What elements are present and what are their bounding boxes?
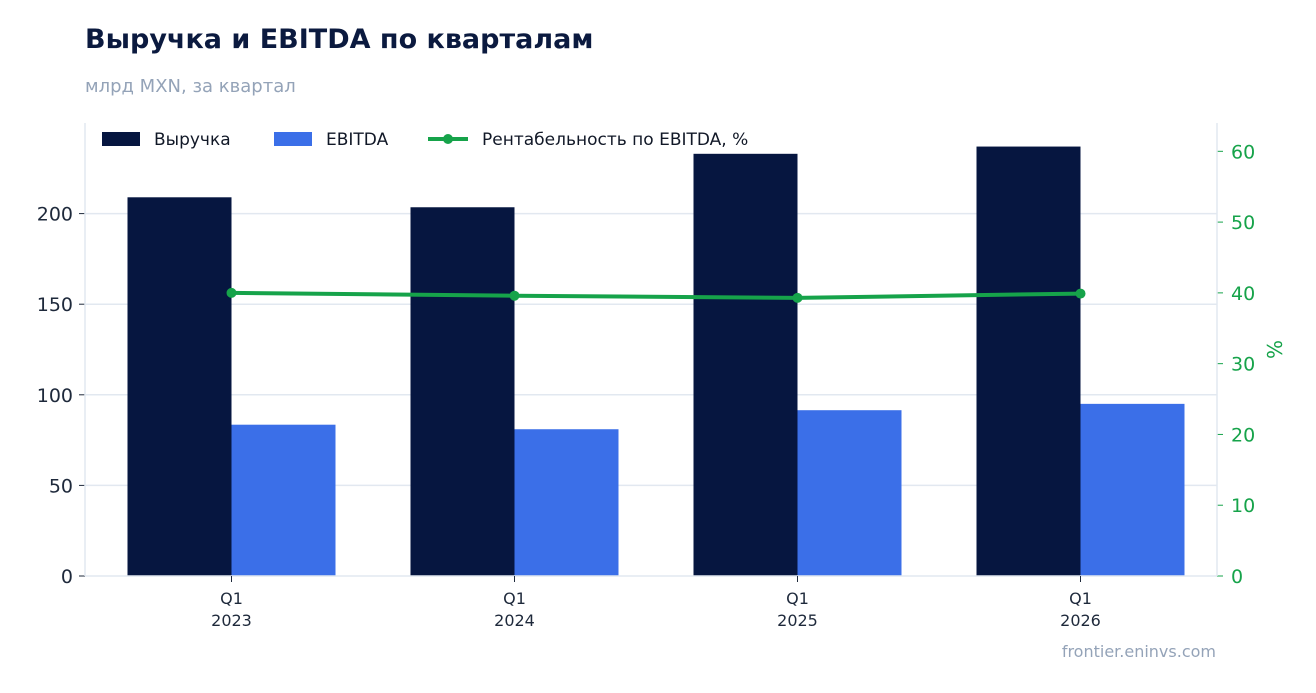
x-tick-label-year: 2024 <box>494 611 535 630</box>
left-tick-label: 0 <box>61 566 73 588</box>
right-axis-label: % <box>1263 340 1287 359</box>
bar-ebitda <box>797 410 902 576</box>
bars <box>127 146 1185 577</box>
right-tick-label: 10 <box>1231 495 1255 517</box>
bar-ebitda <box>231 424 336 576</box>
bar-revenue <box>127 197 232 577</box>
margin-point <box>509 290 520 301</box>
bar-ebitda <box>1080 403 1185 576</box>
right-tick-label: 20 <box>1231 424 1255 446</box>
left-tick-label: 200 <box>37 204 73 226</box>
bar-revenue <box>976 146 1081 576</box>
right-tick-label: 60 <box>1231 141 1255 163</box>
legend-label-margin: Рентабельность по EBITDA, % <box>482 130 748 150</box>
left-tick-label: 50 <box>49 475 73 497</box>
margin-point <box>792 292 803 303</box>
x-tick-label-quarter: Q1 <box>1069 589 1092 608</box>
legend-marker-margin <box>443 134 453 144</box>
bar-revenue <box>693 153 798 576</box>
right-tick-label: 50 <box>1231 212 1255 234</box>
right-tick-label: 40 <box>1231 283 1255 305</box>
left-tick-label: 150 <box>37 294 73 316</box>
x-tick-label-quarter: Q1 <box>786 589 809 608</box>
axes: 0 50 100 150 200 0 10 20 30 40 50 60% Q1 2023 Q1 2024 Q1… <box>37 123 1287 630</box>
legend-label-revenue: Выручка <box>154 130 231 150</box>
right-tick-label: 30 <box>1231 354 1255 376</box>
x-tick-label-quarter: Q1 <box>220 589 243 608</box>
margin-point <box>226 287 237 298</box>
margin-point <box>1075 288 1086 299</box>
legend-swatch-ebitda <box>274 132 312 146</box>
x-tick-label-year: 2025 <box>777 611 818 630</box>
x-tick-label-year: 2026 <box>1060 611 1101 630</box>
chart-subtitle: млрд MXN, за квартал <box>85 76 296 97</box>
chart-title: Выручка и EBITDA по кварталам <box>85 24 594 55</box>
margin-line <box>226 287 1086 303</box>
margin-series-line <box>231 290 1081 300</box>
x-tick-label-year: 2023 <box>211 611 252 630</box>
legend-label-ebitda: EBITDA <box>326 130 389 150</box>
bar-ebitda <box>514 429 619 576</box>
bar-revenue <box>410 207 515 576</box>
left-tick-label: 100 <box>37 385 73 407</box>
right-tick-label: 0 <box>1231 566 1243 588</box>
legend-swatch-revenue <box>102 132 140 146</box>
legend: Выручка EBITDA Рентабельность по EBITDA, % <box>102 130 748 150</box>
x-tick-label-quarter: Q1 <box>503 589 526 608</box>
source-watermark: frontier.eninvs.com <box>1061 642 1216 661</box>
